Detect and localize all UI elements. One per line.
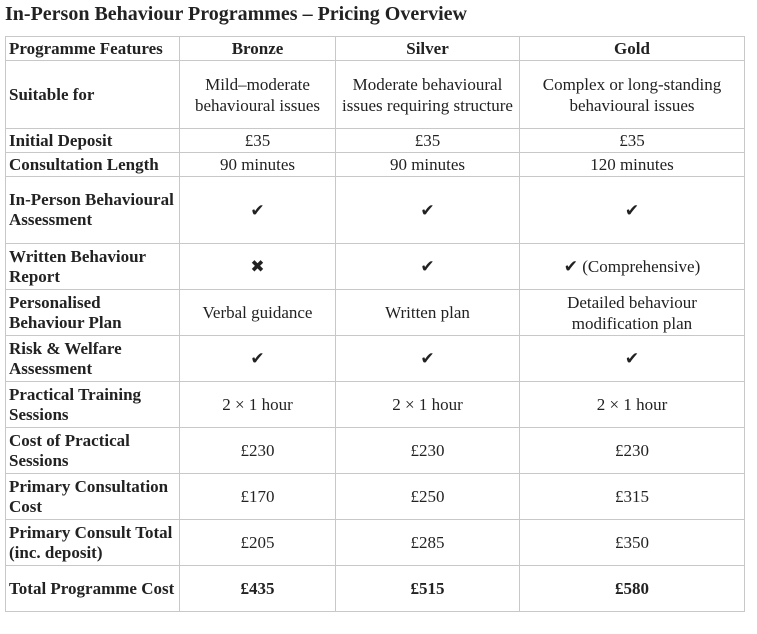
table-cell: £230 (519, 427, 745, 474)
table-cell: 90 minutes (179, 152, 336, 177)
table-row: Initial Deposit £35 £35 £35 (5, 128, 745, 153)
row-label: Written Behaviour Report (5, 243, 180, 290)
table-cell: £35 (519, 128, 745, 153)
row-label: Risk & Welfare Assessment (5, 335, 180, 382)
table-cell: ✔ (335, 176, 520, 244)
table-cell: ✔ (519, 335, 745, 382)
table-cell: ✔ (519, 176, 745, 244)
table-cell: £230 (179, 427, 336, 474)
table-cell: ✔ (179, 335, 336, 382)
pricing-table: Programme Features Bronze Silver Gold Suita… (5, 36, 745, 612)
table-cell: £435 (179, 565, 336, 612)
column-header: Silver (335, 36, 520, 61)
table-cell: £170 (179, 473, 336, 520)
table-cell: £35 (335, 128, 520, 153)
table-cell: 2 × 1 hour (335, 381, 520, 428)
table-cell: Verbal guidance (179, 289, 336, 336)
table-cell: £285 (335, 519, 520, 566)
table-cell: ✔ (335, 243, 520, 290)
table-row: Primary Consultation Cost £170 £250 £315 (5, 473, 745, 520)
table-cell: 120 minutes (519, 152, 745, 177)
table-row: Practical Training Sessions 2 × 1 hour 2 ×… (5, 381, 745, 428)
row-label: Consultation Length (5, 152, 180, 177)
table-cell: ✔ (179, 176, 336, 244)
table-row: Suitable for Mild–moderate behavioural is… (5, 60, 745, 129)
table-cell: Complex or long-standing behavioural iss… (519, 60, 745, 129)
row-label: Practical Training Sessions (5, 381, 180, 428)
row-label: Suitable for (5, 60, 180, 129)
table-cell: £515 (335, 565, 520, 612)
table-cell: £35 (179, 128, 336, 153)
table-cell: ✔ (335, 335, 520, 382)
table-row: In-Person Behavioural Assessment ✔ ✔ ✔ (5, 176, 745, 244)
table-row: Written Behaviour Report ✖ ✔ ✔ (Comprehensi… (5, 243, 745, 290)
table-body: Suitable for Mild–moderate behavioural is… (5, 60, 745, 612)
row-label: In-Person Behavioural Assessment (5, 176, 180, 244)
table-row: Primary Consult Total (inc. deposit) £205… (5, 519, 745, 566)
table-row: Cost of Practical Sessions £230 £230 £230 (5, 427, 745, 474)
page-title: In-Person Behaviour Programmes – Pricing… (5, 3, 467, 25)
table-cell: Written plan (335, 289, 520, 336)
table-row: Total Programme Cost £435 £515 £580 (5, 565, 745, 612)
table-cell: £580 (519, 565, 745, 612)
table-row: Risk & Welfare Assessment ✔ ✔ ✔ (5, 335, 745, 382)
table-cell: 2 × 1 hour (179, 381, 336, 428)
table-cell: ✔ (Comprehensive) (519, 243, 745, 290)
table-cell: £315 (519, 473, 745, 520)
table-row: Personalised Behaviour Plan Verbal guidan… (5, 289, 745, 336)
table-head: Programme Features Bronze Silver Gold (5, 36, 745, 61)
table-cell: £205 (179, 519, 336, 566)
table-cell: £250 (335, 473, 520, 520)
table-row: Consultation Length 90 minutes 90 minutes 1… (5, 152, 745, 177)
table-cell: Moderate behavioural issues requiring st… (335, 60, 520, 129)
row-label: Initial Deposit (5, 128, 180, 153)
row-label: Cost of Practical Sessions (5, 427, 180, 474)
table-cell: £230 (335, 427, 520, 474)
table-cell: Detailed behaviour modification plan (519, 289, 745, 336)
column-header: Gold (519, 36, 745, 61)
row-label: Primary Consult Total (inc. deposit) (5, 519, 180, 566)
row-label: Primary Consultation Cost (5, 473, 180, 520)
table-cell: 90 minutes (335, 152, 520, 177)
row-label: Personalised Behaviour Plan (5, 289, 180, 336)
header-row: Programme Features Bronze Silver Gold (5, 36, 745, 61)
column-header: Bronze (179, 36, 336, 61)
table-cell: ✖ (179, 243, 336, 290)
table-cell: £350 (519, 519, 745, 566)
table-cell: Mild–moderate behavioural issues (179, 60, 336, 129)
table-cell: 2 × 1 hour (519, 381, 745, 428)
column-header: Programme Features (5, 36, 180, 61)
row-label: Total Programme Cost (5, 565, 180, 612)
